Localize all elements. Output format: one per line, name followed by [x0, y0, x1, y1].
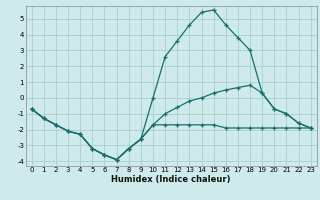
X-axis label: Humidex (Indice chaleur): Humidex (Indice chaleur) [111, 175, 231, 184]
